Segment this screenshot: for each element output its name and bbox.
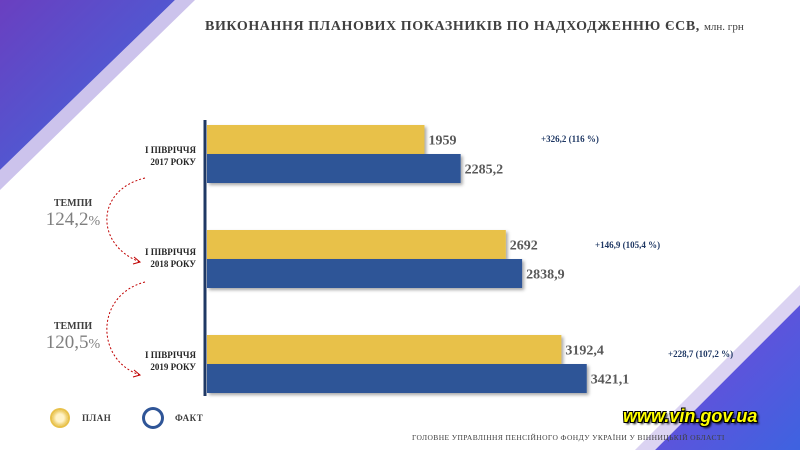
growth-rate-value: 120,5%: [45, 332, 101, 353]
legend-fact-swatch: [145, 410, 161, 426]
growth-rate-label: ТЕМПИ: [53, 198, 93, 209]
category-label: 2018 РОКУ: [150, 259, 196, 269]
difference-label: +326,2 (116 %): [541, 134, 599, 144]
data-label-fact: 3421,1: [591, 373, 630, 388]
category-label: I ПІВРІЧЧЯ: [145, 247, 196, 257]
legend-fact-label: ФАКТ: [175, 413, 204, 423]
legend-item-fact: ФАКТ: [145, 410, 203, 426]
category-label: I ПІВРІЧЧЯ: [145, 350, 196, 360]
data-label-plan: 1959: [428, 134, 456, 149]
bar-plan: [207, 335, 562, 364]
difference-label: +228,7 (107,2 %): [668, 349, 733, 359]
growth-rate-2018: ТЕМПИ 124,2%: [28, 198, 118, 231]
difference-label: +146,9 (105,4 %): [595, 240, 660, 250]
bar-fact: [207, 259, 523, 288]
bar-plan: [207, 125, 425, 154]
legend-plan-label: ПЛАН: [82, 413, 112, 423]
chart-title: ВИКОНАННЯ ПЛАНОВИХ ПОКАЗНИКІВ ПО НАДХОДЖ…: [205, 19, 765, 35]
growth-rate-value: 124,2%: [45, 209, 101, 230]
growth-rate-2019: ТЕМПИ 120,5%: [28, 321, 118, 354]
growth-arrow-curve: [106, 177, 146, 263]
legend-plan-swatch: [52, 410, 68, 426]
growth-arrow-head: [132, 369, 142, 378]
data-label-plan: 3192,4: [565, 344, 604, 359]
bar-fact: [207, 154, 461, 183]
site-url: www.vin.gov.ua: [623, 406, 758, 426]
legend-item-plan: ПЛАН: [52, 410, 111, 426]
chart-title-unit: млн. грн: [703, 21, 744, 33]
category-label: 2019 РОКУ: [150, 362, 196, 372]
growth-arrow-head: [132, 256, 142, 265]
bar-fact: [207, 364, 587, 393]
data-label-fact: 2285,2: [465, 163, 504, 178]
footer-organization: ГОЛОВНЕ УПРАВЛІННЯ ПЕНСІЙНОГО ФОНДУ УКРА…: [412, 433, 725, 442]
data-label-plan: 2692: [510, 239, 538, 254]
category-label: 2017 РОКУ: [150, 157, 196, 167]
data-label-fact: 2838,9: [526, 268, 565, 283]
growth-rate-label: ТЕМПИ: [53, 321, 93, 332]
bar-plan: [207, 230, 506, 259]
category-label: I ПІВРІЧЧЯ: [145, 145, 196, 155]
chart-title-text: ВИКОНАННЯ ПЛАНОВИХ ПОКАЗНИКІВ ПО НАДХОДЖ…: [205, 19, 700, 34]
growth-arrow-curve: [106, 281, 146, 376]
